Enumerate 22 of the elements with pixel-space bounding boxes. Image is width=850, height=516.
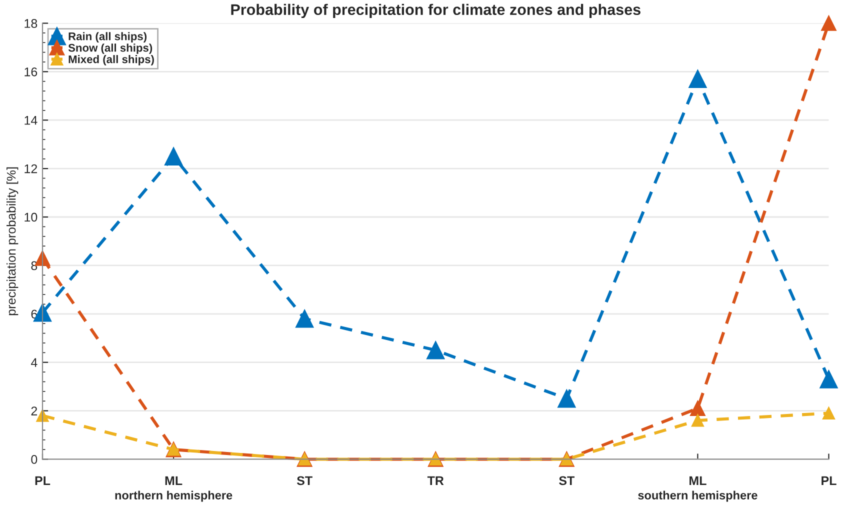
x-tick-label: ML [690, 476, 706, 485]
y-tick-label: 16 [24, 67, 38, 76]
x-tick-label: PL [35, 476, 50, 485]
y-tick-label: 14 [24, 116, 38, 125]
y-tick-label: 12 [24, 164, 38, 174]
y-axis-title: precipitation probability [%] [6, 167, 18, 316]
x-tick-label: ML [165, 476, 182, 485]
x-tick-label: ST [559, 476, 575, 486]
legend-label: Snow (all ships) [68, 44, 152, 54]
legend-label: Mixed (all ships) [68, 55, 154, 66]
x-tick-label: PL [822, 476, 836, 485]
y-tick-label: 2 [31, 406, 38, 416]
y-tick-label: 18 [24, 19, 38, 28]
y-tick-label: 10 [24, 212, 38, 222]
y-tick-label: 0 [31, 455, 38, 464]
text: southern hemisphere [638, 490, 758, 502]
text: northern hemisphere [115, 490, 232, 502]
y-tick-label: 4 [30, 358, 38, 367]
chart-title: Probability of precipitation for climate zones and phases [231, 4, 640, 18]
legend-label: Rain (all ships) [68, 32, 147, 42]
x-tick-label: ST [296, 476, 312, 486]
x-tick-label: TR [427, 476, 444, 485]
